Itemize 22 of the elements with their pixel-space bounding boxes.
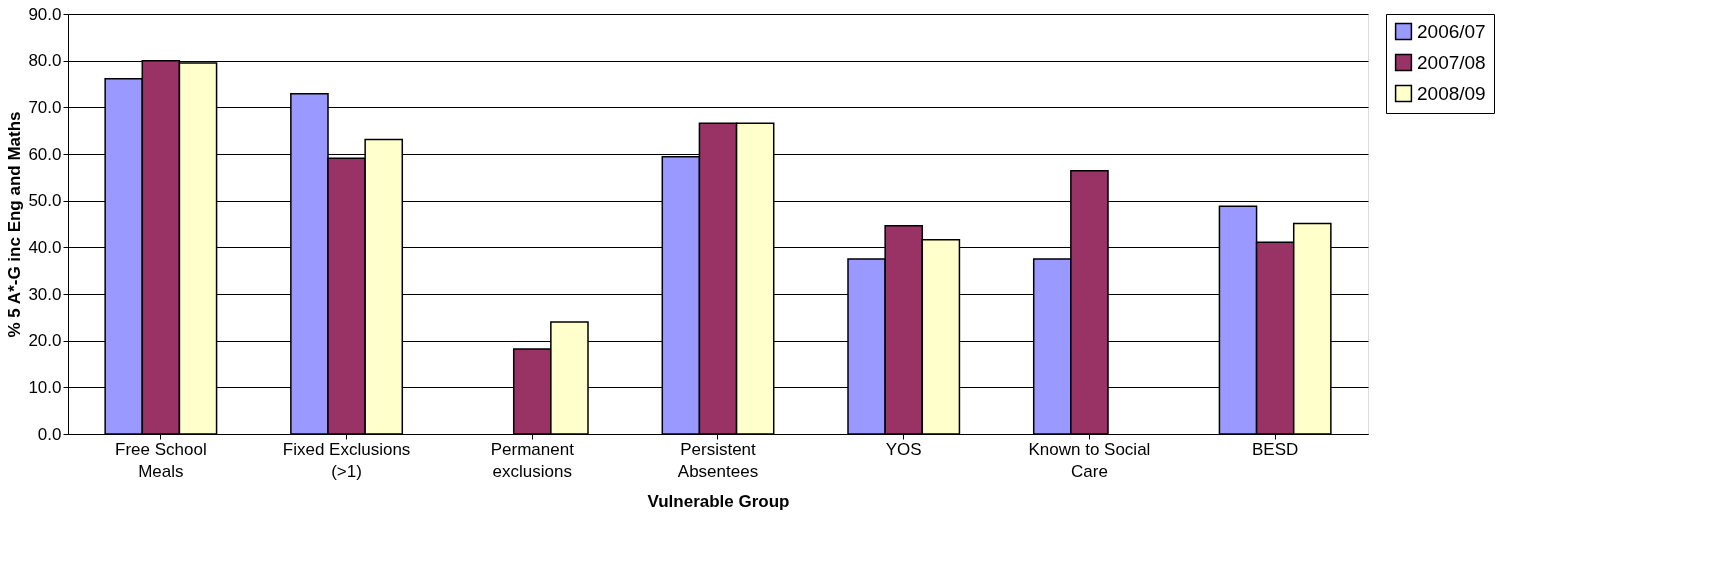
x-tick-label: Persistent Absentees (677, 439, 759, 481)
y-axis-title: % 5 A*-G inc Eng and Maths (5, 111, 25, 338)
x-tick-label: Permanent exclusions (490, 439, 575, 481)
y-tick-label: 20.0 (28, 331, 62, 351)
y-tick-label: 30.0 (28, 284, 62, 304)
legend-label: 2007/08 (1417, 51, 1486, 73)
y-tick-label: 60.0 (28, 144, 62, 164)
x-tick-label: Fixed Exclusions (>1) (282, 439, 411, 481)
y-tick-label: 40.0 (28, 237, 62, 257)
x-tick-label: YOS (885, 439, 922, 459)
y-tick-label: 90.0 (28, 4, 62, 24)
legend-label: 2008/09 (1417, 82, 1486, 104)
x-tick-label: Known to Social Care (1028, 439, 1151, 481)
x-axis-title: Vulnerable Group (647, 491, 790, 511)
y-tick-label: 70.0 (28, 97, 62, 117)
y-tick-label: 10.0 (28, 377, 62, 397)
y-tick-label: 0.0 (37, 424, 62, 444)
y-tick-label: 80.0 (28, 51, 62, 71)
legend-label: 2006/07 (1417, 20, 1486, 42)
y-tick-label: 50.0 (28, 191, 62, 211)
x-tick-label: BESD (1251, 439, 1299, 459)
x-tick-label: Free School Meals (115, 439, 207, 481)
